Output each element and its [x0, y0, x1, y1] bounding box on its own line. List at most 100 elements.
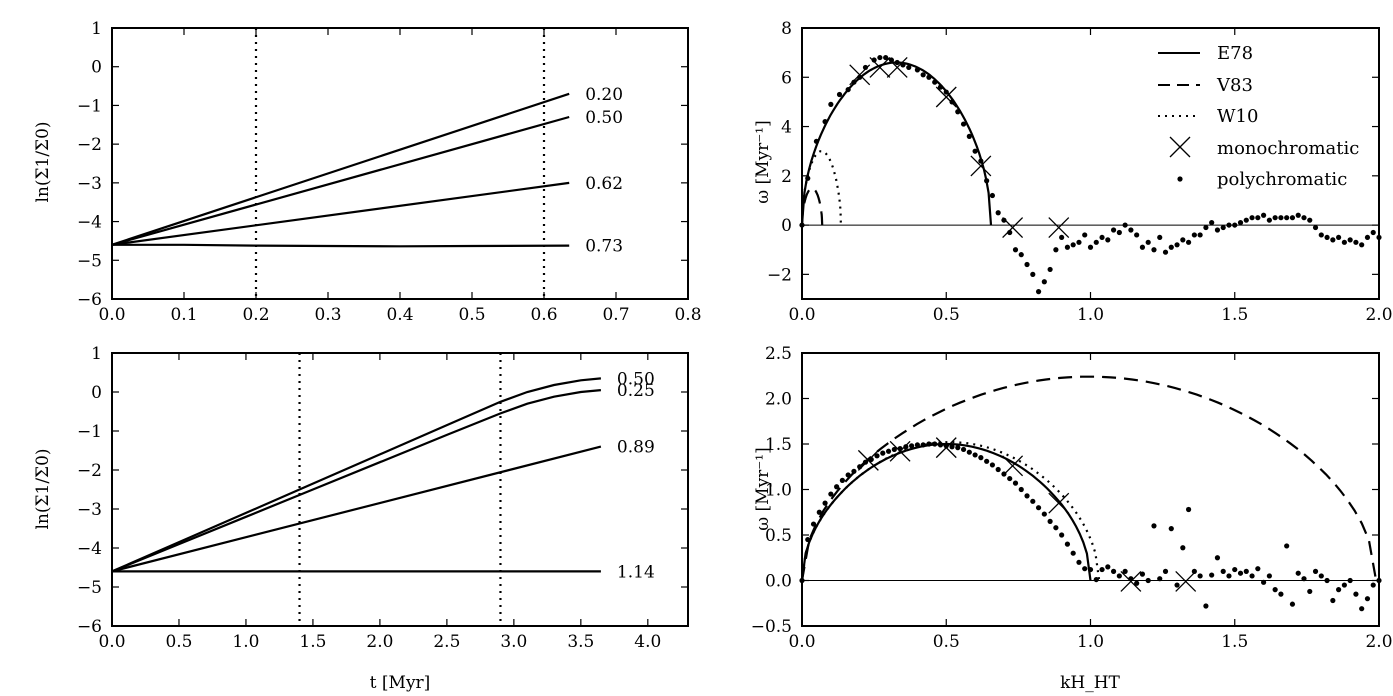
bottom-right-poly-point [1330, 597, 1336, 604]
legend-polychromatic-marker [1177, 176, 1183, 182]
top-right-poly-point [1059, 234, 1065, 241]
top-right-poly-point [1289, 215, 1296, 221]
bottom-right-poly-point [862, 459, 869, 465]
bottom-right-poly-point [1059, 532, 1065, 538]
top-right-poly-point [1024, 261, 1030, 268]
bottom-right-poly-point [1232, 566, 1238, 573]
top-right-mono-stroke [869, 56, 891, 78]
top-right-mono-stroke [849, 64, 871, 86]
top-right-poly-point [943, 89, 949, 95]
bottom-right-poly-point [949, 444, 955, 450]
bottom-right-poly-point [1341, 582, 1347, 588]
top-right-poly-point [1307, 217, 1313, 223]
top-right-poly-point [1220, 224, 1226, 231]
bottom-right-poly-point [880, 450, 886, 456]
top-right-poly-point [1197, 232, 1203, 238]
bottom-right-poly-point [1082, 566, 1088, 572]
top-right-xtick-label: 1.0 [1077, 305, 1104, 325]
top-right-poly-point [894, 59, 900, 66]
bottom-right-xtick-label: 2.0 [1365, 632, 1392, 652]
top-right-ytick-label: −2 [767, 265, 792, 285]
bottom-right-mono-stroke [1120, 570, 1142, 592]
top-right-poly-point [1134, 232, 1140, 238]
top-right-poly-point [995, 210, 1001, 216]
top-right-poly-point [1336, 234, 1342, 241]
bottom-left-ytick-label: −1 [77, 422, 102, 442]
bottom-right-xlabel: kH_HT [1060, 673, 1120, 693]
bottom-right-ytick-label: 2.5 [765, 344, 792, 364]
top-left-ytick-label: −5 [77, 251, 102, 271]
top-right-poly-point [1318, 232, 1324, 238]
top-right-ytick-label: 0 [781, 216, 792, 236]
top-left-series-0.73 [112, 243, 570, 248]
bottom-right-mono-marker [1048, 492, 1070, 514]
bottom-right-poly-point [1324, 577, 1330, 584]
bottom-right-poly-point [1353, 591, 1359, 597]
bottom-right-poly-point [1209, 572, 1215, 578]
bottom-left-label-0.89: 0.89 [617, 438, 655, 458]
bottom-right-poly-point [903, 444, 909, 450]
top-right-poly-point [1203, 224, 1209, 231]
top-right-poly-point [1168, 244, 1174, 250]
top-right-mono-stroke [970, 155, 992, 177]
top-right-xtick-label: 1.5 [1221, 305, 1248, 325]
top-right-curve-v83 [800, 186, 824, 226]
bottom-right-ytick-label: 1.0 [765, 481, 792, 501]
bottom-right-ylabel: ω [Myr⁻¹] [753, 447, 773, 530]
bottom-left-series-0.89 [111, 445, 602, 573]
bottom-right-poly-point [1105, 564, 1111, 570]
top-right-ytick-label: 6 [781, 68, 792, 88]
bottom-right-poly-point [1053, 525, 1059, 531]
top-right-poly-point [1053, 247, 1059, 253]
bottom-right-poly-point [926, 441, 932, 447]
bottom-left-xtick-label: 3.0 [500, 632, 527, 652]
top-right-poly-point [1087, 244, 1094, 250]
top-right-poly-point [1353, 239, 1359, 245]
top-right-poly-point [1030, 271, 1036, 277]
top-left-label-0.62: 0.62 [585, 174, 623, 194]
bottom-right-poly-point [1307, 588, 1313, 595]
legend-monochromatic-label: monochromatic [1217, 138, 1359, 159]
top-right-poly-point [1359, 242, 1365, 248]
top-right-mono-marker [1002, 217, 1024, 239]
top-right-poly-point [1093, 239, 1099, 245]
top-right-poly-point [862, 64, 869, 71]
bottom-right-poly-point [1047, 518, 1053, 524]
bottom-right-xtick-label: 1.5 [1221, 632, 1248, 652]
top-right-poly-point [1099, 234, 1105, 241]
bottom-right-poly-point [1249, 573, 1255, 579]
bottom-left-series-0.50 [111, 377, 602, 573]
top-right-poly-point [1255, 215, 1261, 221]
bottom-right-poly-point [989, 462, 996, 468]
top-right-mono-marker [935, 86, 957, 108]
top-left-series-0.50 [111, 115, 570, 246]
top-right-poly-point [1295, 212, 1301, 218]
top-right-poly-point [989, 192, 996, 199]
top-right-poly-point [1035, 289, 1042, 295]
top-right-mono-marker [1048, 217, 1070, 239]
top-right-ylabel: ω [Myr⁻¹] [753, 120, 773, 203]
bottom-right-poly-point [984, 458, 990, 464]
bottom-right-poly-point [1191, 568, 1197, 575]
top-right-ytick-label: 2 [781, 167, 792, 187]
bottom-right-poly-point [1134, 580, 1140, 586]
bottom-right-poly-point [1214, 555, 1221, 561]
top-right-poly-point [805, 175, 811, 181]
bottom-right-poly-point [1237, 570, 1244, 576]
bottom-right-ytick-label: 1.5 [765, 435, 792, 455]
top-right-poly-point [1012, 247, 1019, 253]
top-right-poly-point [978, 158, 984, 164]
top-left-series-0.62 [111, 181, 570, 246]
top-right-mono-stroke [1048, 217, 1070, 239]
top-right-poly-point [1232, 222, 1238, 228]
top-right-poly-point [1237, 220, 1244, 226]
bottom-right-poly-point [1168, 526, 1174, 532]
bottom-right-poly-point [1041, 511, 1047, 517]
top-right-poly-point [871, 57, 877, 63]
top-right-poly-point [1128, 227, 1134, 233]
bottom-right-poly-point [1180, 545, 1186, 551]
top-right-xtick-label: 0.0 [788, 305, 815, 325]
top-right-poly-point [972, 148, 978, 154]
bottom-right-poly-point [978, 455, 984, 461]
bottom-right-poly-point [1070, 550, 1076, 556]
